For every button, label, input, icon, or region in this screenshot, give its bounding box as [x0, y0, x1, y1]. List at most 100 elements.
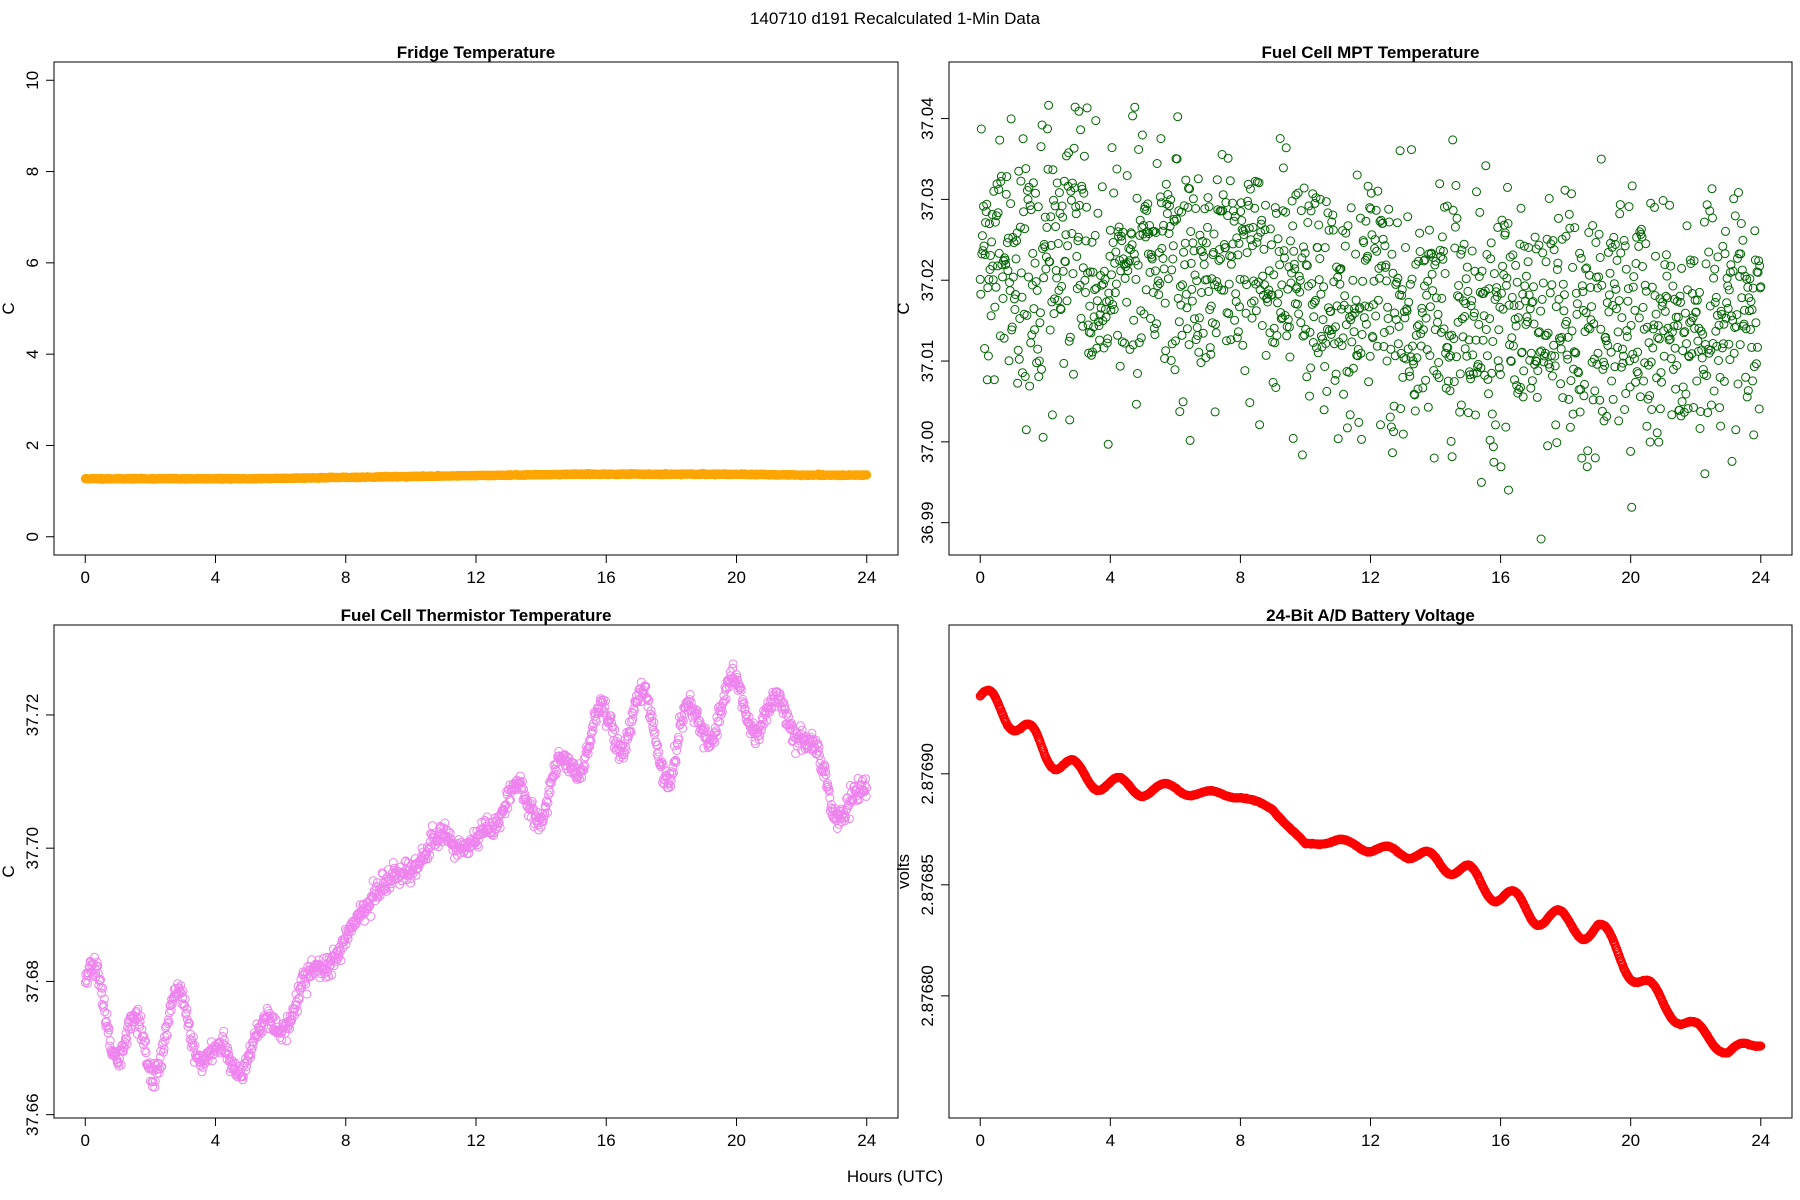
data-point — [1428, 286, 1438, 296]
data-point — [1063, 241, 1073, 251]
figure-xlabel: Hours (UTC) — [847, 1167, 943, 1186]
data-point — [1526, 383, 1536, 393]
data-point — [1130, 102, 1140, 112]
data-point — [1192, 276, 1202, 286]
data-point — [1512, 277, 1522, 287]
data-point — [1342, 423, 1352, 433]
data-point — [1310, 296, 1320, 305]
data-point — [1275, 260, 1285, 270]
panel-title: Fuel Cell MPT Temperature — [1262, 43, 1480, 62]
data-point — [1656, 368, 1666, 378]
y-tick-label: 37.03 — [918, 178, 937, 221]
data-point — [1336, 264, 1346, 274]
x-tick-label: 24 — [1751, 568, 1770, 587]
data-point — [1657, 377, 1666, 387]
data-point — [1053, 239, 1063, 248]
data-point — [1616, 248, 1626, 258]
data-point — [1294, 309, 1304, 319]
data-point — [1430, 260, 1440, 270]
x-tick-label: 8 — [1236, 568, 1245, 587]
data-point — [1638, 262, 1647, 271]
data-point — [1637, 232, 1647, 242]
data-point — [1601, 332, 1611, 342]
data-point — [1005, 286, 1015, 296]
data-point — [1385, 412, 1395, 422]
data-point — [1680, 308, 1690, 318]
data-point — [1439, 246, 1448, 256]
data-point — [1074, 106, 1084, 116]
data-point — [1209, 247, 1218, 257]
data-point — [1570, 223, 1580, 233]
data-point — [1252, 238, 1262, 247]
data-point — [1357, 434, 1366, 444]
data-point — [1704, 247, 1714, 257]
scatter-points — [80, 659, 872, 1092]
data-point — [1390, 351, 1400, 361]
data-point — [1167, 339, 1177, 349]
y-tick-label: 37.66 — [23, 1093, 42, 1136]
data-point — [1660, 306, 1670, 316]
data-point — [1727, 456, 1737, 466]
data-point — [991, 282, 1001, 292]
data-point — [1582, 462, 1592, 472]
data-point — [1677, 397, 1687, 407]
data-point — [1738, 235, 1748, 245]
data-point — [1735, 340, 1745, 350]
data-point — [1244, 223, 1254, 233]
data-point — [1393, 339, 1403, 349]
data-point — [1534, 240, 1544, 250]
data-point — [1495, 370, 1505, 379]
data-point — [1568, 409, 1578, 419]
data-point — [995, 135, 1005, 145]
data-point — [1513, 313, 1523, 323]
data-point — [1614, 296, 1624, 306]
data-point — [1618, 358, 1628, 368]
data-point — [1347, 337, 1357, 347]
scatter-points — [80, 468, 872, 484]
data-point — [1205, 343, 1215, 353]
data-point — [1253, 232, 1263, 242]
data-point — [1353, 351, 1363, 361]
data-point — [1333, 434, 1343, 444]
data-point — [1628, 349, 1638, 359]
data-point — [1581, 308, 1591, 318]
data-point — [1318, 315, 1328, 325]
data-point — [1111, 247, 1121, 257]
data-point — [1054, 188, 1064, 198]
data-point — [1167, 265, 1177, 275]
data-point — [1545, 363, 1555, 373]
data-point — [1174, 317, 1184, 327]
data-point — [1237, 225, 1247, 234]
data-point — [1489, 457, 1499, 467]
data-point — [1185, 184, 1195, 194]
data-point — [1462, 351, 1472, 361]
data-point — [1030, 325, 1039, 335]
data-point — [1011, 290, 1020, 299]
data-point — [1097, 182, 1107, 192]
data-point — [1527, 376, 1537, 386]
data-point — [1397, 290, 1407, 300]
data-point — [1152, 319, 1161, 329]
data-point — [1388, 268, 1398, 278]
data-point — [1467, 296, 1477, 306]
data-point — [1060, 257, 1070, 267]
data-point — [1045, 257, 1055, 267]
data-point — [1615, 200, 1625, 210]
data-point — [1664, 335, 1674, 345]
data-point — [1348, 363, 1358, 373]
data-point — [1188, 194, 1198, 204]
data-point — [1553, 258, 1563, 268]
data-point — [1692, 376, 1702, 386]
data-point — [1484, 389, 1493, 399]
data-point — [1748, 376, 1758, 386]
data-point — [1149, 226, 1159, 236]
data-point — [1238, 340, 1248, 350]
x-tick-label: 4 — [1106, 568, 1115, 587]
data-point — [1052, 178, 1062, 188]
data-point — [1232, 333, 1242, 343]
data-point — [1452, 213, 1462, 223]
data-point — [1198, 328, 1208, 338]
data-point — [1142, 227, 1152, 237]
data-point — [1653, 333, 1663, 343]
